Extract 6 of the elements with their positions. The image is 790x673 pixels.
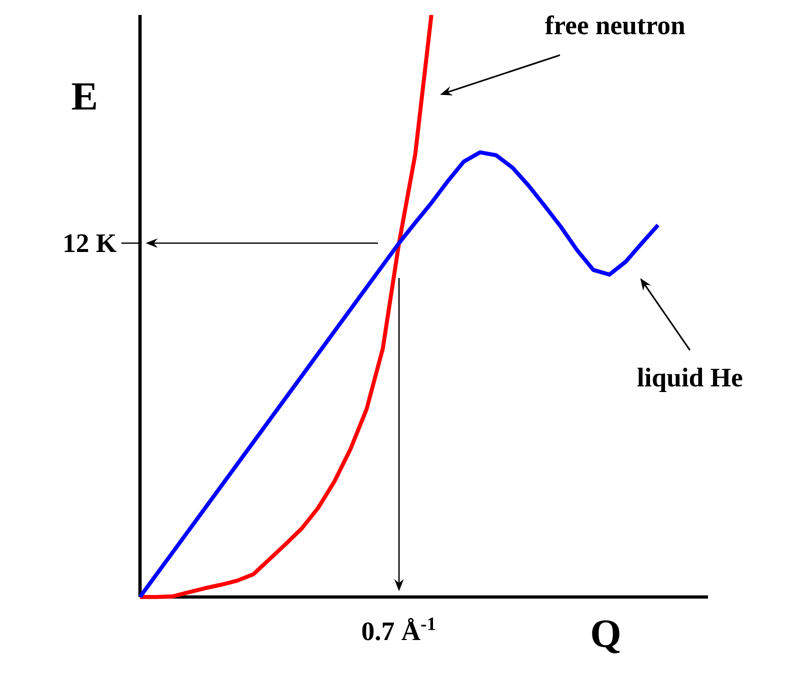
text: free neutron (545, 15, 685, 34)
text: 0.7 Å$^{-1}$ (362, 618, 436, 640)
text: 12 K (64, 234, 116, 252)
text: liquid He (637, 368, 742, 392)
x-axis-title: Q (592, 620, 620, 654)
y-axis-title: E (72, 83, 96, 110)
